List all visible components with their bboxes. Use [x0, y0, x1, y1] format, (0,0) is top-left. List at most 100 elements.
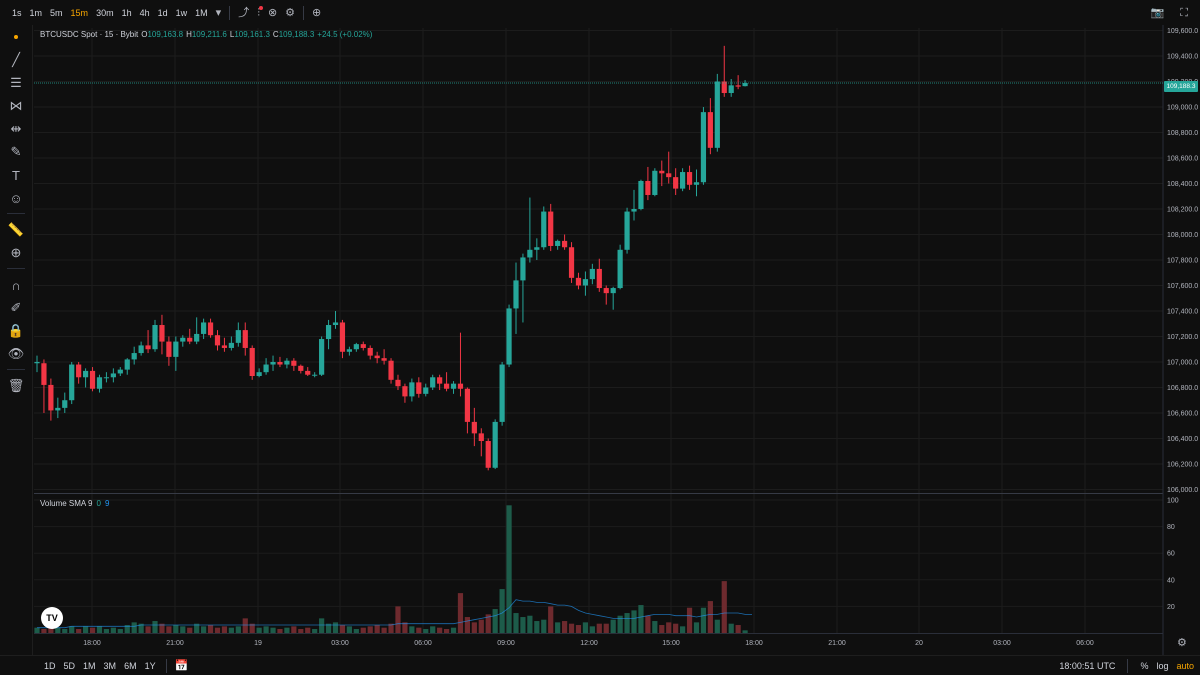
- candle-body: [597, 269, 602, 288]
- candle-body: [555, 241, 560, 246]
- volume-bar: [222, 626, 227, 633]
- price-tick-label: 107,000.0: [1167, 359, 1198, 366]
- symbol-label[interactable]: BTCUSDC Spot · 15 · Bybit: [40, 30, 138, 39]
- candle-body: [145, 345, 150, 349]
- price-tick-label: 107,400.0: [1167, 308, 1198, 315]
- range-6M[interactable]: 6M: [120, 661, 141, 671]
- time-tick-label: 18:00: [745, 640, 763, 647]
- candle-body: [520, 257, 525, 280]
- candle-body: [208, 322, 213, 335]
- range-1Y[interactable]: 1Y: [141, 661, 160, 671]
- candle-body: [687, 172, 692, 185]
- candle-body: [118, 370, 123, 374]
- candle-body: [527, 250, 532, 258]
- volume-bar: [624, 613, 629, 633]
- range-1M[interactable]: 1M: [79, 661, 100, 671]
- candle-body: [69, 365, 74, 401]
- volume-bar: [187, 628, 192, 633]
- candle-body: [166, 342, 171, 357]
- volume-bar: [638, 605, 643, 633]
- candle-body: [319, 339, 324, 375]
- volume-bar: [263, 626, 268, 633]
- candle-body: [173, 342, 178, 357]
- volume-bar: [548, 606, 553, 633]
- volume-bar: [541, 620, 546, 633]
- goto-date-icon[interactable]: 📅: [171, 657, 193, 675]
- candle-body: [541, 212, 546, 248]
- volume-bar: [423, 629, 428, 633]
- candle-body: [270, 362, 275, 365]
- volume-bar: [597, 624, 602, 633]
- candle-body: [125, 359, 130, 369]
- time-tick-label: 21:00: [828, 640, 846, 647]
- auto-toggle[interactable]: auto: [1176, 661, 1194, 671]
- gear-icon[interactable]: ⚙: [1177, 636, 1187, 649]
- candle-body: [534, 247, 539, 250]
- volume-bar: [742, 630, 747, 633]
- volume-bar: [631, 610, 636, 633]
- tradingview-logo[interactable]: TV: [41, 607, 63, 629]
- candle-body: [62, 400, 67, 408]
- volume-bar: [576, 625, 581, 633]
- clock-time[interactable]: 18:00:51 UTC: [1059, 661, 1115, 671]
- volume-bar: [41, 629, 46, 633]
- price-tick-label: 108,200.0: [1167, 207, 1198, 214]
- volume-bar: [270, 628, 275, 633]
- volume-bar: [83, 626, 88, 633]
- volume-bar: [76, 629, 81, 633]
- volume-tick-label: 40: [1167, 577, 1175, 584]
- volume-bar: [201, 626, 206, 633]
- candle-body: [326, 325, 331, 339]
- volume-bar: [555, 622, 560, 633]
- price-tick-label: 108,400.0: [1167, 181, 1198, 188]
- candle-body: [180, 338, 185, 342]
- volume-bar: [520, 617, 525, 633]
- candle-body: [472, 422, 477, 433]
- candle-body: [368, 348, 373, 356]
- volume-bar: [118, 629, 123, 633]
- volume-bar: [257, 628, 262, 633]
- candle-body: [97, 377, 102, 388]
- candle-body: [458, 384, 463, 389]
- volume-bar: [590, 626, 595, 633]
- volume-bar: [368, 626, 373, 633]
- log-toggle[interactable]: log: [1156, 661, 1168, 671]
- volume-bar: [180, 626, 185, 633]
- volume-bar: [534, 621, 539, 633]
- volume-bar: [430, 626, 435, 633]
- range-5D[interactable]: 5D: [60, 661, 80, 671]
- volume-bar: [465, 617, 470, 633]
- volume-indicator-label[interactable]: Volume SMA 9: [40, 499, 92, 508]
- change-value: +24.5 (+0.02%): [317, 30, 372, 39]
- price-tick-label: 109,000.0: [1167, 105, 1198, 112]
- candle-body: [500, 365, 505, 422]
- candle-body: [34, 362, 39, 363]
- candle-body: [548, 212, 553, 246]
- range-3M[interactable]: 3M: [100, 661, 121, 671]
- volume-bar: [361, 628, 366, 633]
- volume-bar: [305, 628, 310, 633]
- volume-bar: [527, 616, 532, 633]
- volume-tick-label: 80: [1167, 524, 1175, 531]
- candle-body: [263, 365, 268, 373]
- percent-toggle[interactable]: %: [1140, 661, 1148, 671]
- candle-body: [604, 288, 609, 293]
- range-1D[interactable]: 1D: [40, 661, 60, 671]
- volume-bar: [236, 626, 241, 633]
- bottom-toolbar: 1D 5D 1M 3M 6M 1Y 📅 18:00:51 UTC % log auto: [0, 655, 1200, 675]
- time-tick-label: 03:00: [993, 640, 1011, 647]
- chart-grid: [34, 25, 1163, 655]
- candle-body: [736, 85, 741, 86]
- time-tick-label: 03:00: [331, 640, 349, 647]
- candle-body: [229, 343, 234, 348]
- candle-body: [486, 441, 491, 468]
- volume-bar: [451, 628, 456, 633]
- candle-body: [277, 362, 282, 365]
- price-axis: 109,600.0109,400.0109,200.0109,000.0108,…: [1167, 28, 1198, 494]
- candle-body: [576, 278, 581, 286]
- candle-body: [715, 82, 720, 148]
- volume-bar: [243, 618, 248, 633]
- candle-body: [624, 212, 629, 250]
- volume-bar: [312, 629, 317, 633]
